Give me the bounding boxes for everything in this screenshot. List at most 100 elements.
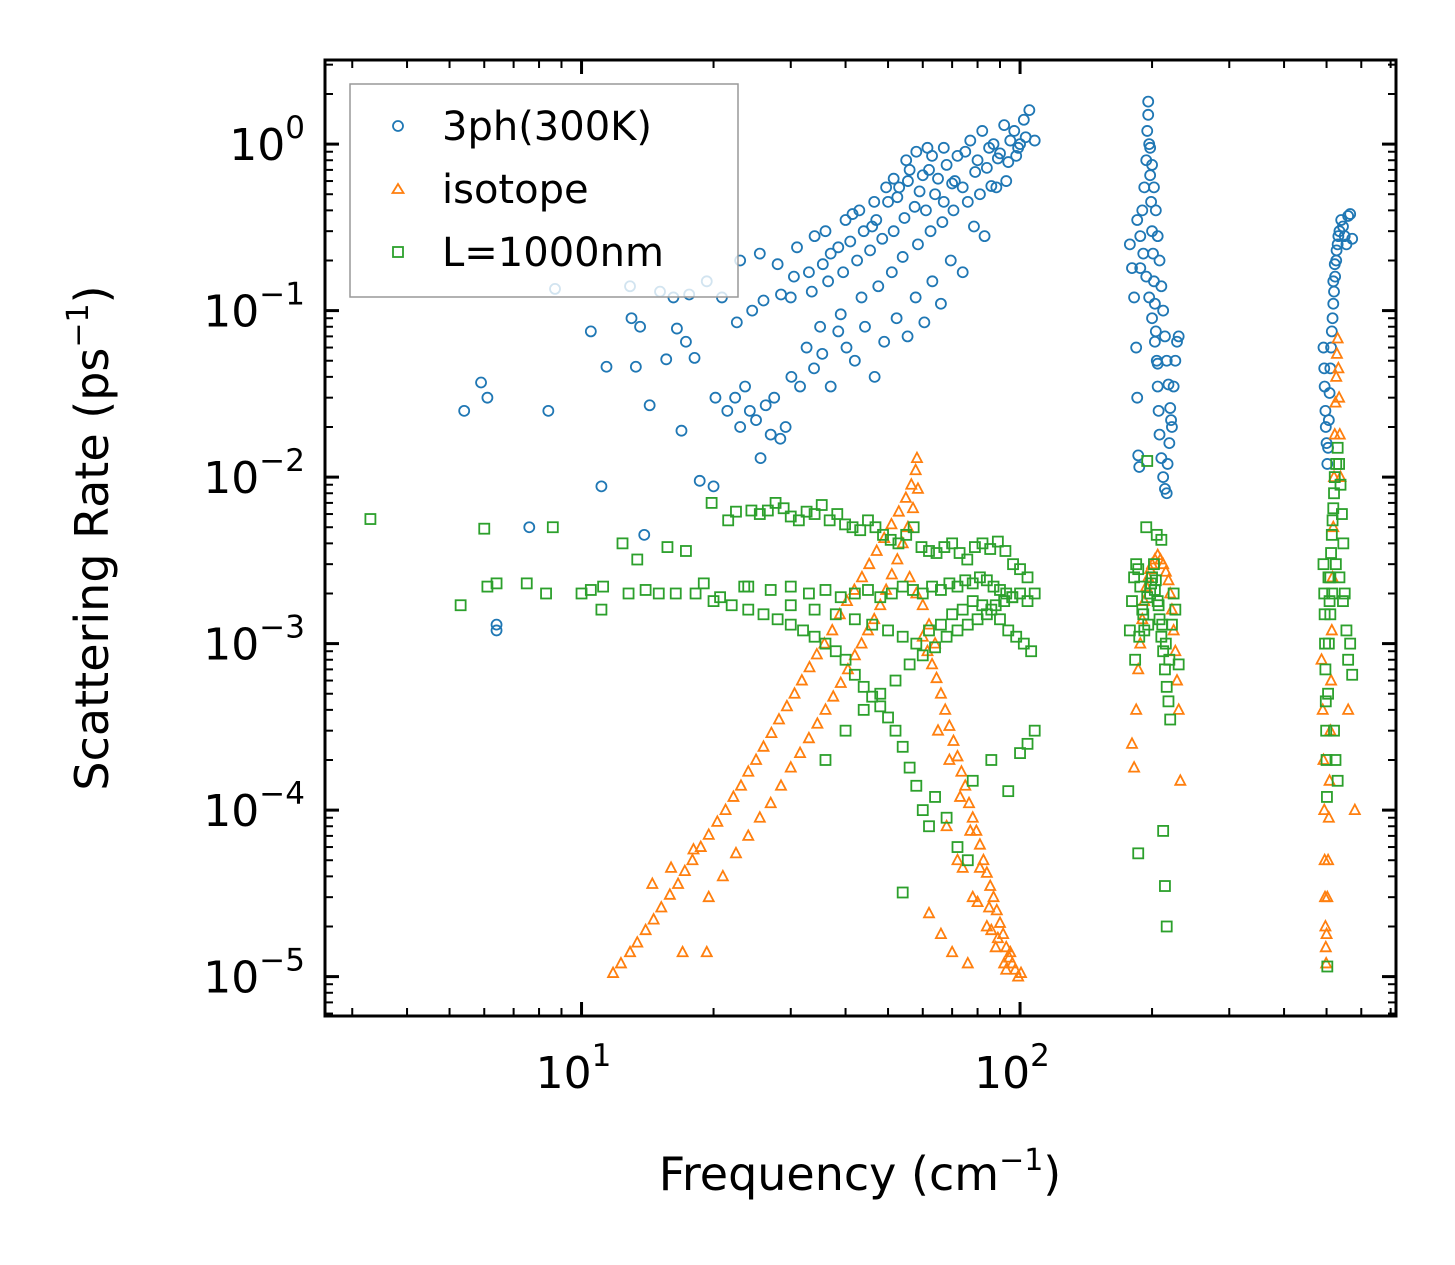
- data-point: [946, 177, 959, 190]
- data-point: [1131, 391, 1144, 404]
- data-point: [1157, 825, 1170, 837]
- data-point: [1131, 661, 1145, 675]
- data-point: [901, 330, 914, 343]
- data-point: [753, 508, 766, 520]
- data-point: [1002, 785, 1015, 798]
- data-point: [705, 497, 718, 509]
- data-point: [1151, 230, 1164, 243]
- data-point: [839, 518, 851, 531]
- data-point: [688, 351, 701, 364]
- data-point: [891, 191, 904, 204]
- data-point: [1157, 304, 1170, 317]
- data-point: [974, 571, 986, 584]
- data-point: [1127, 760, 1141, 773]
- data-point: [1319, 695, 1332, 708]
- data-point: [1319, 421, 1332, 433]
- data-point: [625, 312, 638, 325]
- data-point: [971, 894, 985, 908]
- data-point: [707, 480, 720, 493]
- data-point: [840, 341, 853, 354]
- data-point: [523, 521, 536, 534]
- y-tick-label-exp: −5: [259, 943, 305, 979]
- data-point: [1002, 156, 1015, 168]
- data-point: [745, 504, 758, 517]
- data-point: [1344, 208, 1357, 220]
- data-point: [1329, 754, 1342, 766]
- data-point: [1340, 624, 1353, 637]
- data-point: [1171, 335, 1183, 348]
- data-point: [1165, 414, 1177, 426]
- data-point: [926, 275, 939, 288]
- data-point: [490, 618, 503, 631]
- data-point: [1145, 577, 1158, 590]
- data-point: [900, 154, 913, 167]
- data-point: [868, 195, 881, 208]
- data-point: [1330, 244, 1343, 257]
- data-point: [819, 225, 832, 238]
- data-point: [937, 141, 950, 154]
- data-point: [1164, 402, 1177, 414]
- legend-marker-l1000: [392, 246, 404, 258]
- data-point: [1332, 230, 1345, 243]
- y-tick-label: 100: [229, 110, 305, 171]
- data-point: [961, 553, 974, 566]
- data-point: [1151, 357, 1164, 370]
- data-point: [1323, 595, 1336, 608]
- data-point: [663, 887, 677, 900]
- data-point: [1014, 747, 1026, 759]
- data-point: [956, 860, 970, 873]
- data-point: [1163, 653, 1176, 666]
- data-point: [940, 811, 953, 824]
- data-point: [1333, 427, 1347, 440]
- data-point: [931, 723, 945, 736]
- data-point: [1000, 587, 1013, 600]
- data-point: [959, 145, 972, 158]
- data-point: [478, 522, 491, 535]
- data-point: [824, 247, 837, 260]
- data-point: [951, 841, 964, 853]
- data-point: [880, 181, 893, 194]
- data-point: [923, 545, 935, 557]
- data-point: [810, 716, 824, 729]
- data-point: [639, 922, 653, 936]
- y-tick-label: 10−5: [203, 943, 305, 1004]
- data-point: [876, 232, 889, 245]
- data-point: [942, 718, 956, 731]
- data-point: [1160, 920, 1173, 933]
- data-point: [779, 421, 792, 433]
- data-point: [1317, 558, 1330, 571]
- y-tick-label-base: 10: [203, 786, 259, 837]
- data-point: [808, 230, 821, 243]
- data-point: [848, 668, 861, 681]
- data-point: [652, 587, 665, 600]
- data-point: [716, 868, 730, 882]
- data-point: [937, 195, 950, 208]
- data-point: [822, 275, 835, 288]
- data-point: [1028, 134, 1041, 147]
- data-point: [722, 514, 735, 527]
- data-point: [878, 335, 891, 348]
- data-point: [671, 876, 685, 889]
- data-point: [1156, 618, 1169, 631]
- data-point: [1319, 955, 1333, 969]
- data-point: [725, 599, 738, 612]
- x-tick-label: 102: [974, 1038, 1050, 1099]
- data-point: [475, 376, 487, 389]
- data-point: [631, 553, 644, 566]
- data-point: [862, 514, 874, 527]
- data-point: [1023, 104, 1036, 117]
- data-point: [1162, 695, 1175, 708]
- data-point: [759, 399, 772, 412]
- data-point: [520, 577, 533, 590]
- data-point: [909, 291, 922, 304]
- data-point: [885, 567, 899, 580]
- data-point: [595, 603, 608, 616]
- data-point: [990, 902, 1004, 916]
- data-point: [1167, 587, 1180, 600]
- data-point: [840, 593, 854, 607]
- y-tick-label-exp: 0: [285, 110, 305, 146]
- legend-marker-isotope: [390, 182, 406, 194]
- data-point: [1129, 702, 1143, 715]
- data-point: [784, 618, 797, 631]
- series-2: [364, 441, 1359, 973]
